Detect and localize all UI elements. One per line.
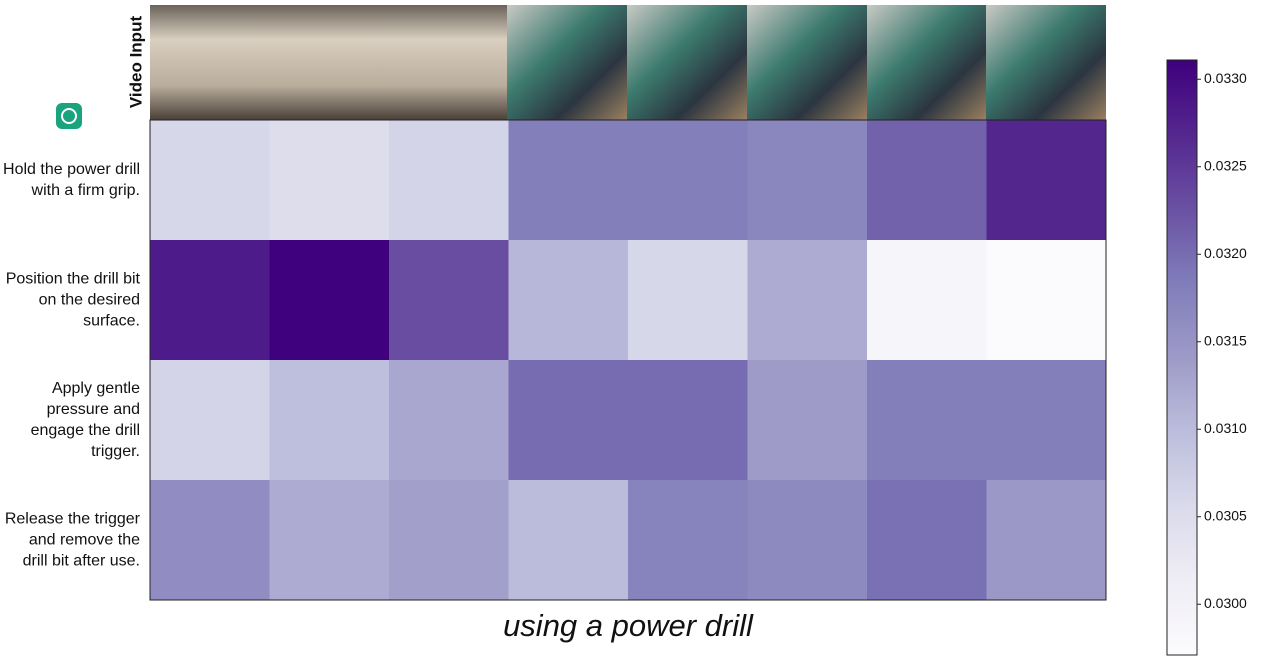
video-frame [150, 5, 269, 120]
heatmap-cell [509, 360, 629, 481]
colorbar-tick-label: 0.0305 [1204, 507, 1247, 523]
heatmap-cell [867, 360, 987, 481]
heatmap-cell [867, 240, 987, 361]
heatmap-cell [628, 360, 748, 481]
frames-label: Video Input [126, 16, 145, 109]
heatmap-cell [867, 480, 987, 601]
heatmap-cell [509, 480, 629, 601]
heatmap-cell [509, 240, 629, 361]
video-frame [627, 5, 747, 120]
chart: Video Input using a power drill 0.0300 0.… [0, 0, 1269, 659]
heatmap-cell [867, 120, 987, 241]
heatmap-cell [628, 240, 748, 361]
colorbar-tick-label: 0.0315 [1204, 332, 1247, 348]
heatmap-cell [987, 120, 1107, 241]
video-frame [986, 5, 1106, 120]
row-label: Position the drill bit on the desired su… [0, 269, 140, 332]
heatmap-cell [270, 360, 390, 481]
colorbar-tick-label: 0.0320 [1204, 245, 1247, 261]
heatmap-cell [987, 480, 1107, 601]
row-label: Release the trigger and remove the drill… [0, 509, 140, 572]
heatmap-cell [270, 480, 390, 601]
heatmap-cell [748, 240, 868, 361]
heatmap-cell [389, 120, 509, 241]
model-icon [56, 103, 82, 129]
video-frames [150, 5, 1106, 120]
heatmap-cell [389, 480, 509, 601]
row-label: Apply gentle pressure and engage the dri… [0, 378, 140, 462]
colorbar [1167, 60, 1197, 655]
heatmap-cell [987, 240, 1107, 361]
heatmap-cell [150, 480, 270, 601]
heatmap-cell [748, 360, 868, 481]
heatmap-cell [628, 120, 748, 241]
video-frame [747, 5, 867, 120]
colorbar-tick-label: 0.0310 [1204, 420, 1247, 436]
heatmap-cell [748, 120, 868, 241]
heatmap-cell [150, 360, 270, 481]
chart-title: using a power drill [503, 608, 754, 643]
video-frame [507, 5, 627, 120]
heatmap-cell [150, 240, 270, 361]
heatmap-cell [150, 120, 270, 241]
video-frame [867, 5, 986, 120]
heatmap-cell [389, 240, 509, 361]
heatmap-cell [509, 120, 629, 241]
video-frame [388, 5, 507, 120]
heatmap-cell [270, 120, 390, 241]
heatmap-cell [987, 360, 1107, 481]
heatmap-cell [748, 480, 868, 601]
heatmap-cell [389, 360, 509, 481]
colorbar-tick-label: 0.0325 [1204, 157, 1247, 173]
heatmap-cell [628, 480, 748, 601]
colorbar-tick-label: 0.0330 [1204, 70, 1247, 86]
video-frame [269, 5, 388, 120]
page: Video Input using a power drill 0.0300 0.… [0, 0, 1269, 659]
colorbar-tick-label: 0.0300 [1204, 595, 1247, 611]
heatmap-cell [270, 240, 390, 361]
row-label: Hold the power drill with a firm grip. [0, 159, 140, 201]
